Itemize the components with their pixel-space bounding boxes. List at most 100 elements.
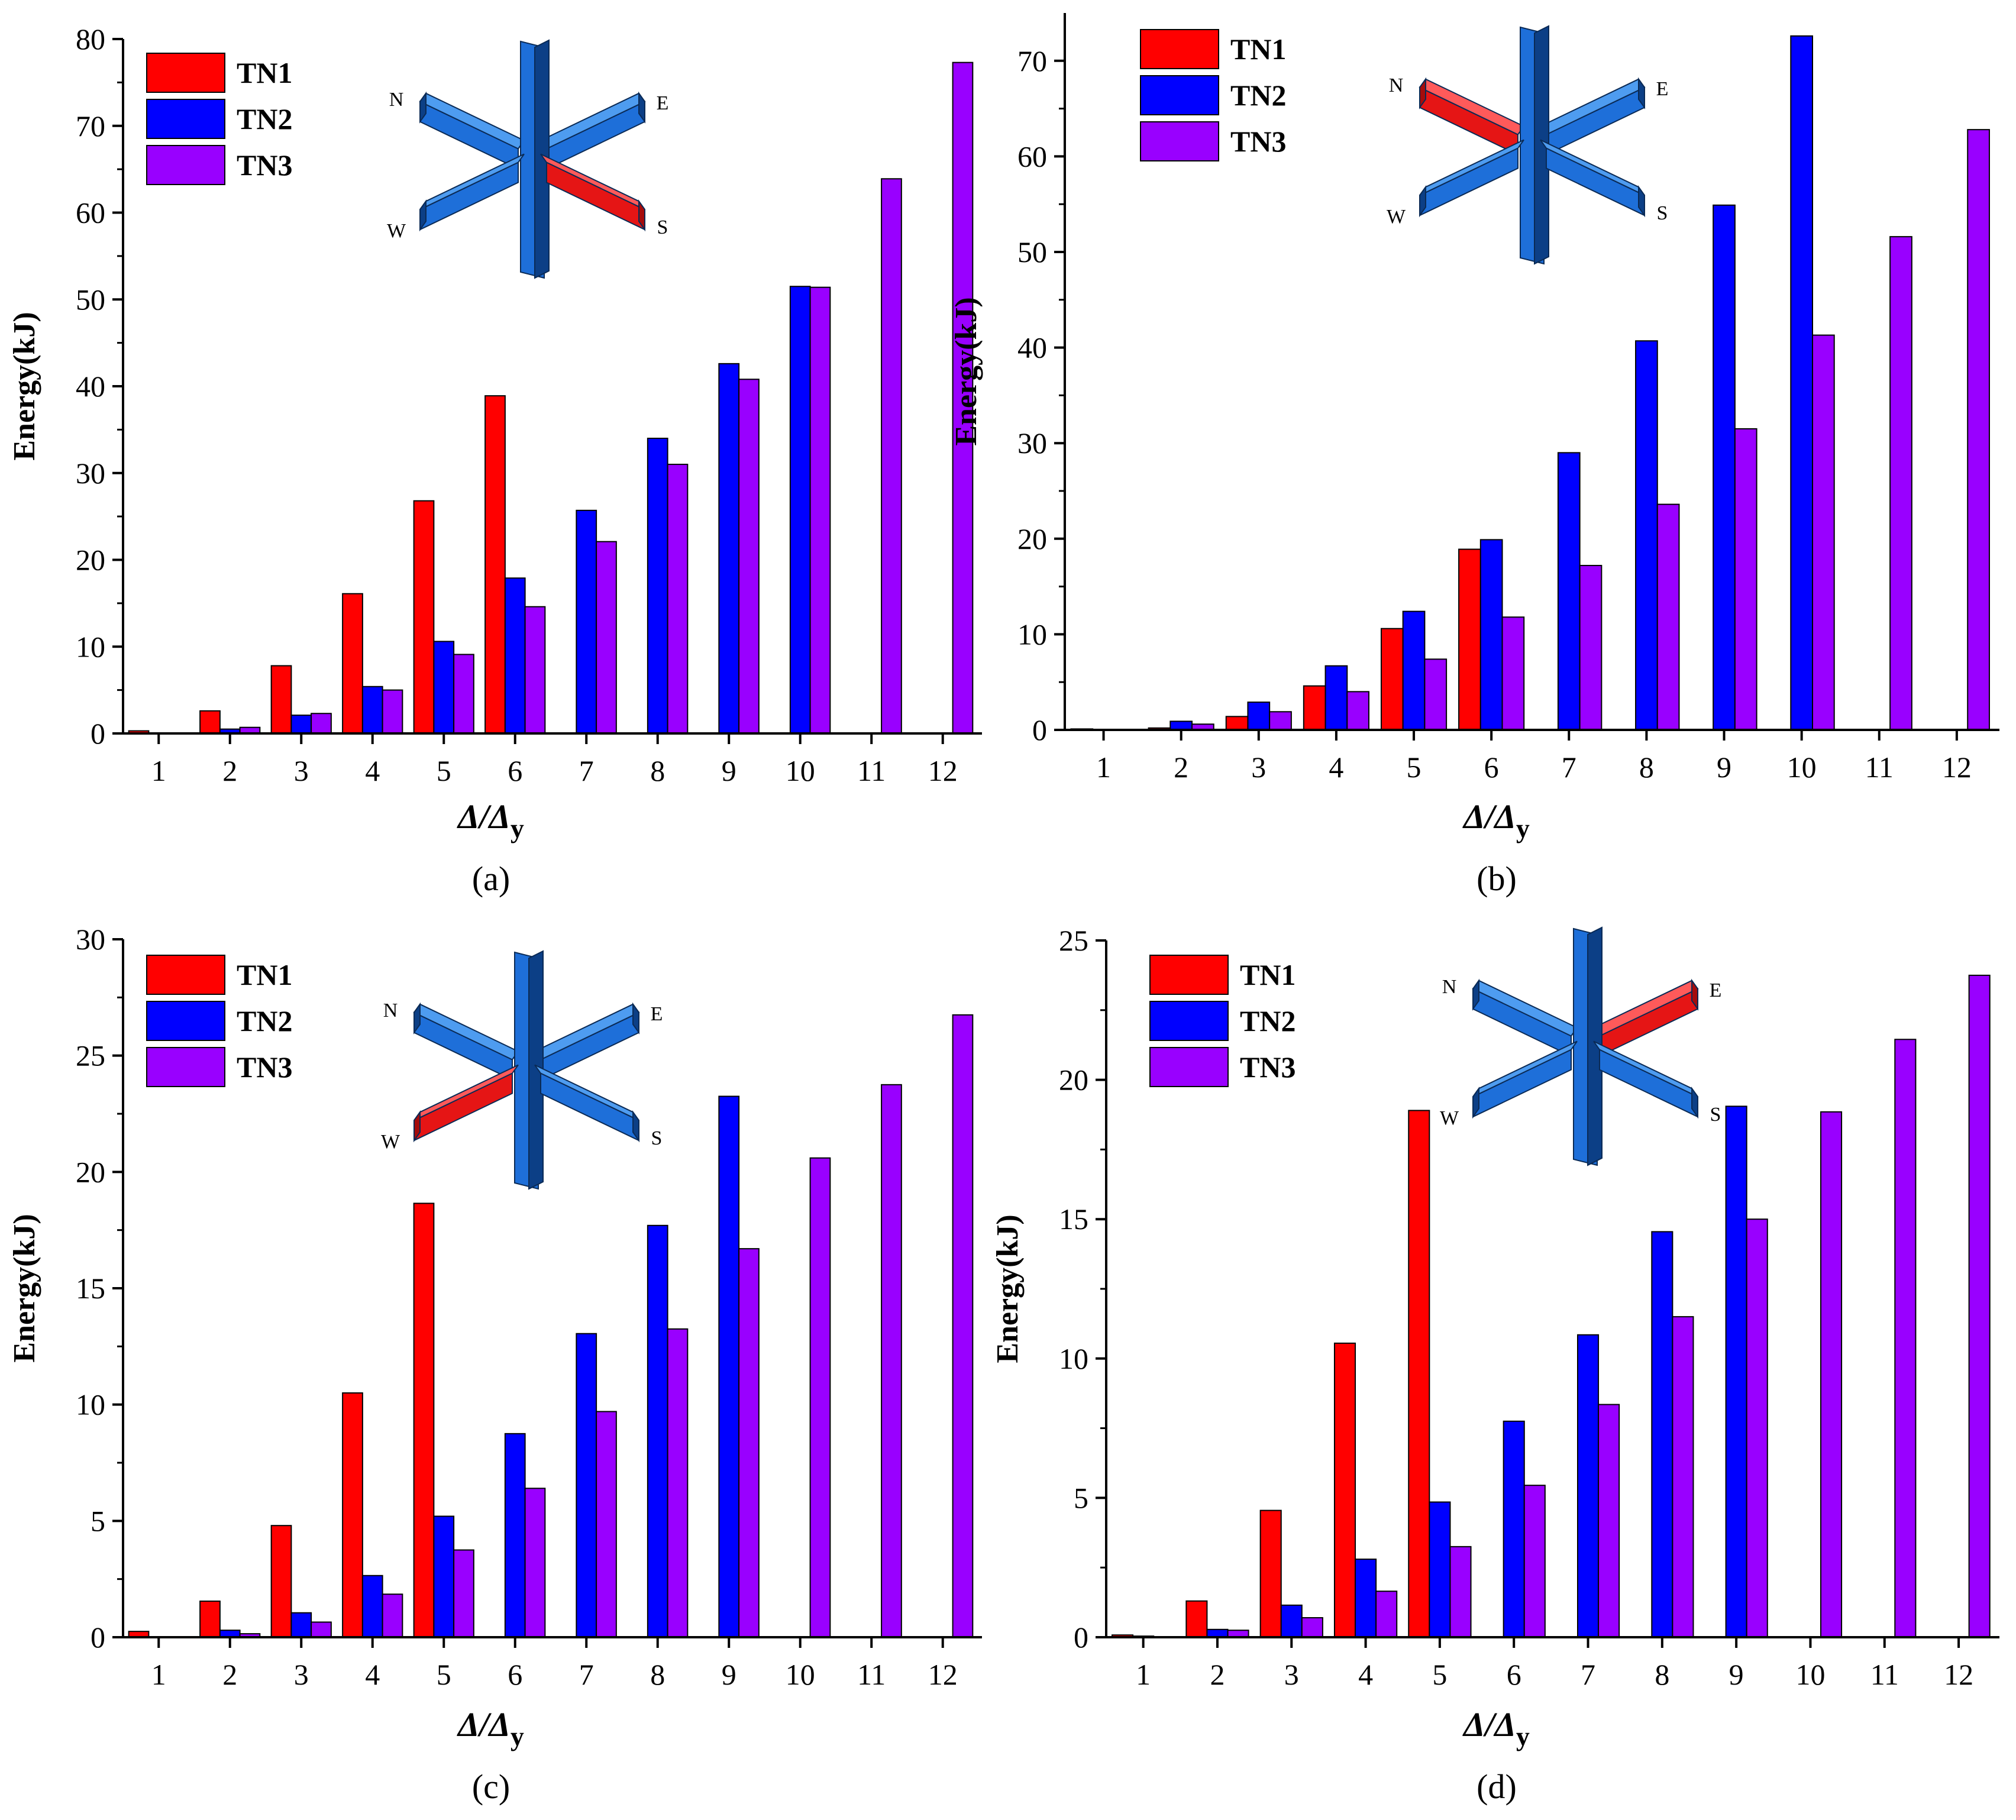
x-tick-label: 8 xyxy=(650,754,665,787)
bar-tn2-9 xyxy=(1713,204,1736,731)
bar-tn3-11 xyxy=(1889,236,1912,731)
x-tick-label: 12 xyxy=(928,1658,958,1691)
bar-tn2-3 xyxy=(290,715,312,734)
x-axis-title-main: Δ/Δ xyxy=(457,1705,511,1744)
joint-diagram: N E W S xyxy=(1387,25,1669,265)
bar-tn2-10 xyxy=(1790,35,1814,730)
joint-diagram: N E W S xyxy=(1440,926,1721,1166)
x-tick-label: 4 xyxy=(365,1658,380,1691)
x-tick-label: 6 xyxy=(1507,1658,1521,1691)
bar-tn2-7 xyxy=(1557,452,1581,730)
bar-tn3-8 xyxy=(667,1328,689,1638)
beam-arm-w-end xyxy=(419,199,427,232)
y-axis-title: Energy(kJ) xyxy=(8,312,41,460)
bar-tn2-6 xyxy=(504,1433,526,1638)
direction-label-n: N xyxy=(389,89,404,111)
bar-tn2-6 xyxy=(1479,539,1503,731)
x-tick-label: 4 xyxy=(365,754,380,787)
y-tick-label: 5 xyxy=(1074,1481,1088,1514)
beam-arm-s-web xyxy=(546,161,645,231)
direction-label-n: N xyxy=(383,1000,398,1021)
bar-tn1-6 xyxy=(484,395,506,734)
beam-arm-s-web xyxy=(1599,1048,1698,1118)
direction-label-n: N xyxy=(1389,75,1404,96)
bar-tn2-10 xyxy=(789,286,811,734)
y-tick-label: 70 xyxy=(1017,44,1047,77)
y-tick-label: 0 xyxy=(1032,713,1047,746)
legend-swatch-tn2 xyxy=(1140,75,1219,115)
x-tick-label: 3 xyxy=(1284,1658,1299,1691)
bar-tn2-4 xyxy=(361,686,383,735)
bar-tn2-8 xyxy=(647,438,668,734)
y-tick-label: 5 xyxy=(91,1504,105,1537)
y-tick-label: 40 xyxy=(76,370,105,403)
direction-label-s: S xyxy=(1657,202,1668,224)
bar-tn3-12 xyxy=(952,62,974,734)
direction-label-e: E xyxy=(1656,78,1669,100)
bar-tn3-10 xyxy=(1812,334,1835,730)
y-tick-label: 20 xyxy=(1059,1063,1088,1097)
x-tick-label: 6 xyxy=(1484,751,1499,784)
bar-tn1-4 xyxy=(342,593,363,734)
bar-tn2-7 xyxy=(576,509,597,734)
x-tick-label: 5 xyxy=(437,754,451,787)
x-tick-label: 2 xyxy=(1174,751,1188,784)
bar-tn1-2 xyxy=(199,1601,221,1638)
x-tick-label: 1 xyxy=(151,754,166,787)
x-tick-label: 6 xyxy=(508,1658,522,1691)
legend-swatch-tn3 xyxy=(146,145,225,185)
bar-tn3-10 xyxy=(1820,1111,1843,1638)
beam-arm-n-end xyxy=(413,1002,421,1035)
y-tick-label: 20 xyxy=(76,1155,105,1188)
bar-tn2-3 xyxy=(1280,1604,1303,1638)
x-tick-label: 9 xyxy=(722,754,736,787)
x-tick-label: 1 xyxy=(1096,751,1111,784)
bar-tn2-4 xyxy=(361,1575,383,1638)
x-axis-title: Δ/Δy xyxy=(457,797,524,843)
x-tick-label: 12 xyxy=(928,754,958,787)
bar-tn2-5 xyxy=(1402,610,1426,730)
bar-tn3-7 xyxy=(596,1411,617,1638)
x-tick-label: 7 xyxy=(579,754,594,787)
bar-tn3-6 xyxy=(524,606,546,734)
legend-label-tn2: TN2 xyxy=(237,1004,292,1037)
x-axis-title-sub: y xyxy=(511,1721,524,1751)
x-tick-label: 2 xyxy=(222,1658,237,1691)
y-tick-label: 20 xyxy=(1017,522,1047,555)
x-axis-title-main: Δ/Δ xyxy=(457,797,511,836)
legend-swatch-tn2 xyxy=(146,99,225,139)
beam-arm-w-web xyxy=(1419,147,1519,216)
bar-tn2-4 xyxy=(1355,1559,1377,1638)
bar-tn3-10 xyxy=(809,286,831,734)
beam-arm-s-end xyxy=(632,1110,639,1143)
bar-tn3-3 xyxy=(1301,1617,1323,1638)
bar-tn3-6 xyxy=(524,1488,546,1638)
bar-tn3-5 xyxy=(1424,658,1448,731)
y-tick-label: 30 xyxy=(76,457,105,490)
legend-swatch-tn2 xyxy=(146,1001,225,1041)
bar-tn3-5 xyxy=(453,654,474,735)
x-tick-label: 12 xyxy=(1942,751,1972,784)
x-tick-label: 10 xyxy=(1795,1658,1825,1691)
legend-swatch-tn3 xyxy=(1140,121,1219,161)
y-tick-label: 70 xyxy=(76,109,105,143)
y-axis-title: Energy(kJ) xyxy=(949,297,983,445)
x-tick-label: 11 xyxy=(1870,1658,1899,1691)
y-tick-label: 0 xyxy=(1074,1621,1088,1654)
y-tick-label: 15 xyxy=(1059,1202,1088,1236)
beam-arm-n-end xyxy=(419,91,427,124)
y-tick-label: 60 xyxy=(1017,140,1047,173)
beam-arm-e-end xyxy=(632,1002,639,1035)
panel-label: (a) xyxy=(472,859,510,898)
beam-arm-s-web xyxy=(1546,147,1645,216)
x-axis-title: Δ/Δy xyxy=(1462,1705,1530,1751)
y-tick-label: 40 xyxy=(1017,331,1047,364)
joint-diagram: N E W S xyxy=(387,39,668,279)
y-tick-label: 15 xyxy=(76,1272,105,1305)
bar-tn1-3 xyxy=(1225,716,1249,730)
x-tick-label: 9 xyxy=(1717,751,1731,784)
joint-diagram: N E W S xyxy=(381,950,663,1190)
x-axis-title-sub: y xyxy=(511,813,524,843)
